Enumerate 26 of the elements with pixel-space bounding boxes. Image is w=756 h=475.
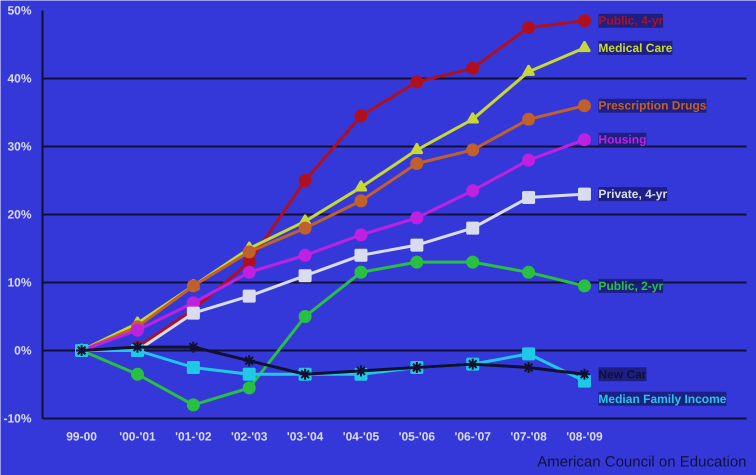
y-tick-label: -10%	[3, 412, 32, 426]
series-label: Private, 4-yr	[598, 187, 668, 202]
series-label: Public, 2-yr	[598, 278, 664, 293]
y-tick-label: 0%	[14, 344, 32, 358]
y-tick-label: 50%	[7, 4, 32, 18]
x-tick-label: '06-'07	[454, 430, 492, 444]
text: American Council on Education	[537, 454, 747, 470]
series-label: Housing	[598, 132, 646, 147]
x-tick-label: 99-00	[66, 430, 98, 444]
y-tick-label: 20%	[7, 208, 32, 222]
y-tick-label: 40%	[7, 72, 32, 86]
x-tick-label: '05-'06	[398, 430, 436, 444]
series-label: New Car	[598, 367, 647, 382]
x-tick-label: '08-'09	[566, 430, 603, 444]
y-tick-label: 30%	[7, 140, 32, 154]
y-tick-label: 10%	[7, 276, 32, 290]
series-label: Medical Care	[598, 40, 673, 55]
series-label: Public, 4-yr	[598, 14, 664, 28]
x-tick-label: '03-'04	[286, 430, 324, 444]
x-tick-label: '01-'02	[175, 430, 212, 444]
x-tick-label: '02-'03	[231, 430, 268, 444]
x-tick-label: '04-'05	[342, 430, 380, 444]
x-tick-label: '07-'08	[510, 430, 548, 444]
series-label: Median Family Income	[598, 392, 727, 406]
x-tick-label: '00-'01	[119, 430, 156, 444]
series-label: Prescription Drugs	[598, 98, 707, 113]
